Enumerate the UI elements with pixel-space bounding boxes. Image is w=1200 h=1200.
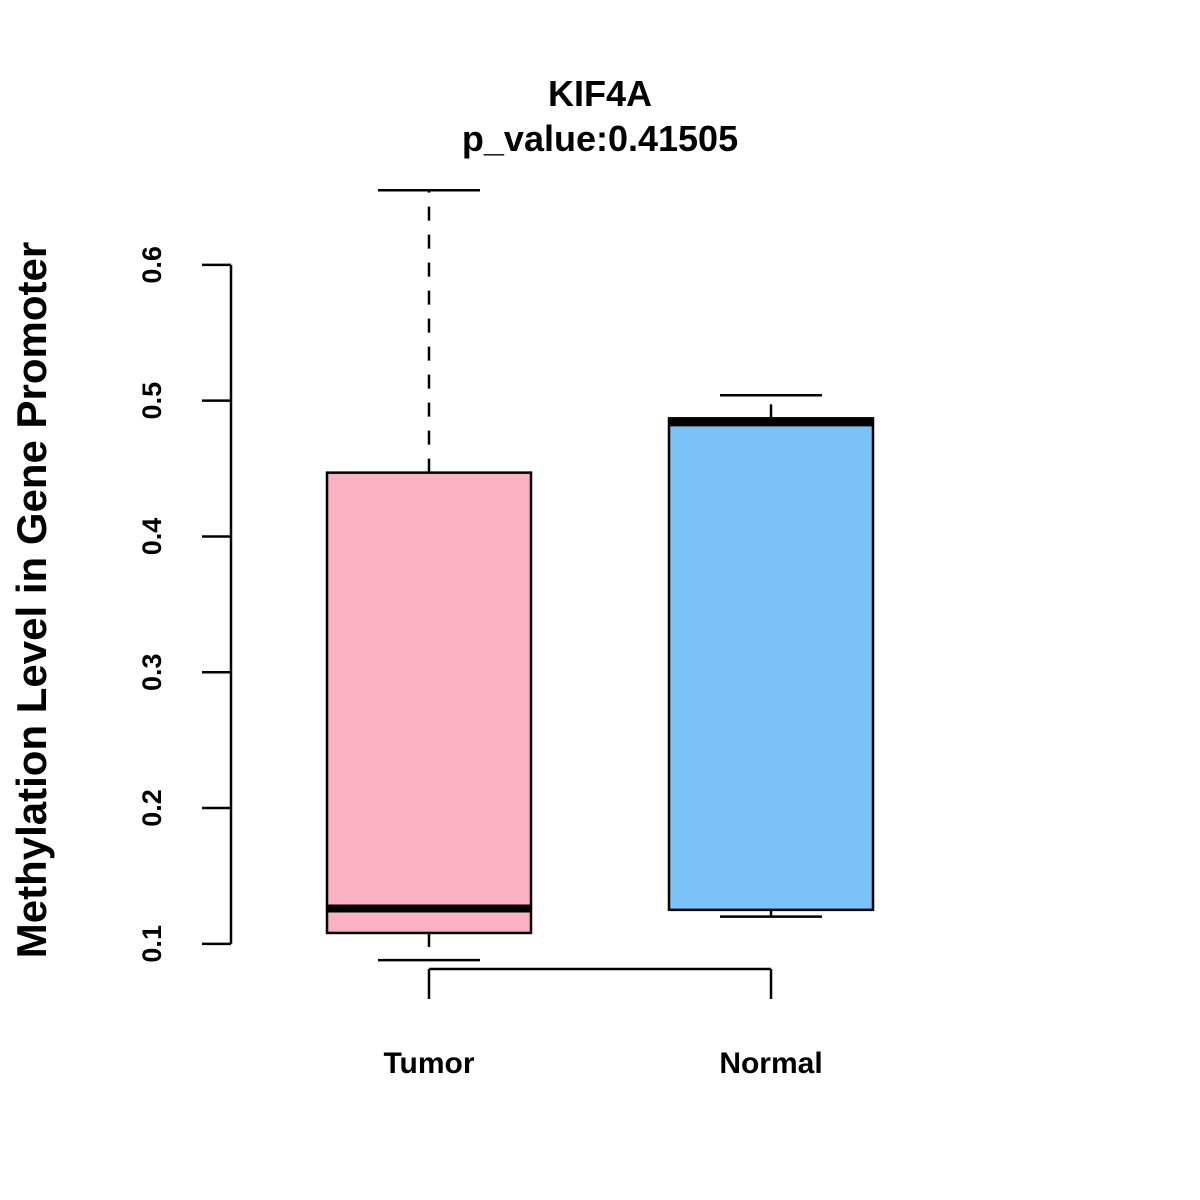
- box-body: [667, 417, 875, 912]
- chart-title: KIF4A: [548, 73, 652, 114]
- y-axis-label: Methylation Level in Gene Promoter: [8, 242, 55, 958]
- box-normal: [667, 393, 875, 918]
- boxes-group: [325, 188, 875, 962]
- x-category-label: Normal: [719, 1047, 822, 1080]
- y-tick-label: 0.5: [137, 382, 167, 420]
- box-tumor: [325, 188, 533, 962]
- y-axis: 0.1 0.2 0.3 0.4 0.5 0.6: [137, 246, 233, 963]
- y-tick-label: 0.6: [137, 246, 167, 284]
- x-category-label: Tumor: [383, 1047, 474, 1080]
- box-body: [325, 471, 533, 935]
- y-tick-label: 0.1: [137, 925, 167, 963]
- y-tick-label: 0.2: [137, 789, 167, 827]
- x-axis: Tumor Normal: [383, 967, 823, 1080]
- y-tick-label: 0.4: [137, 518, 167, 556]
- y-tick-label: 0.3: [137, 653, 167, 691]
- chart-subtitle: p_value:0.41505: [462, 118, 738, 159]
